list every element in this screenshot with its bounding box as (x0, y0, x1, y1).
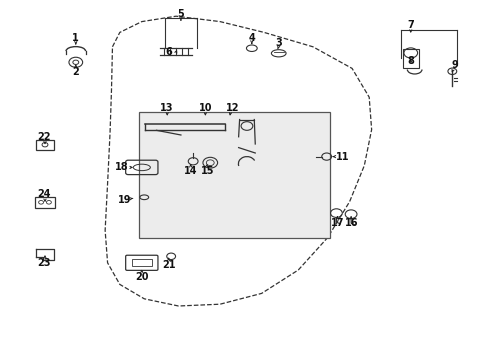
Text: 22: 22 (37, 132, 51, 142)
Text: 6: 6 (165, 47, 172, 57)
Bar (35, 197, 55, 208)
Bar (402, 49, 418, 68)
Text: 13: 13 (159, 103, 173, 113)
Text: 9: 9 (450, 60, 457, 70)
Text: 4: 4 (248, 33, 255, 43)
Text: 14: 14 (183, 166, 197, 176)
Bar (132, 259, 151, 266)
Text: 15: 15 (201, 166, 214, 176)
Text: 18: 18 (115, 162, 129, 172)
Text: 2: 2 (72, 67, 79, 77)
Bar (139, 112, 329, 238)
Text: 17: 17 (330, 218, 344, 228)
Text: 23: 23 (37, 258, 51, 268)
Bar (36, 140, 54, 150)
Text: 11: 11 (335, 152, 348, 162)
Text: 16: 16 (345, 218, 358, 228)
Text: 10: 10 (198, 103, 212, 113)
Text: 8: 8 (407, 56, 413, 66)
Text: 24: 24 (37, 189, 51, 199)
Text: 3: 3 (275, 38, 282, 48)
Text: 7: 7 (407, 20, 413, 30)
Text: 19: 19 (118, 195, 131, 205)
Text: 20: 20 (135, 272, 148, 282)
Text: 21: 21 (162, 260, 175, 270)
Text: 1: 1 (72, 33, 79, 43)
Text: 5: 5 (177, 9, 184, 19)
Text: 12: 12 (225, 103, 239, 113)
